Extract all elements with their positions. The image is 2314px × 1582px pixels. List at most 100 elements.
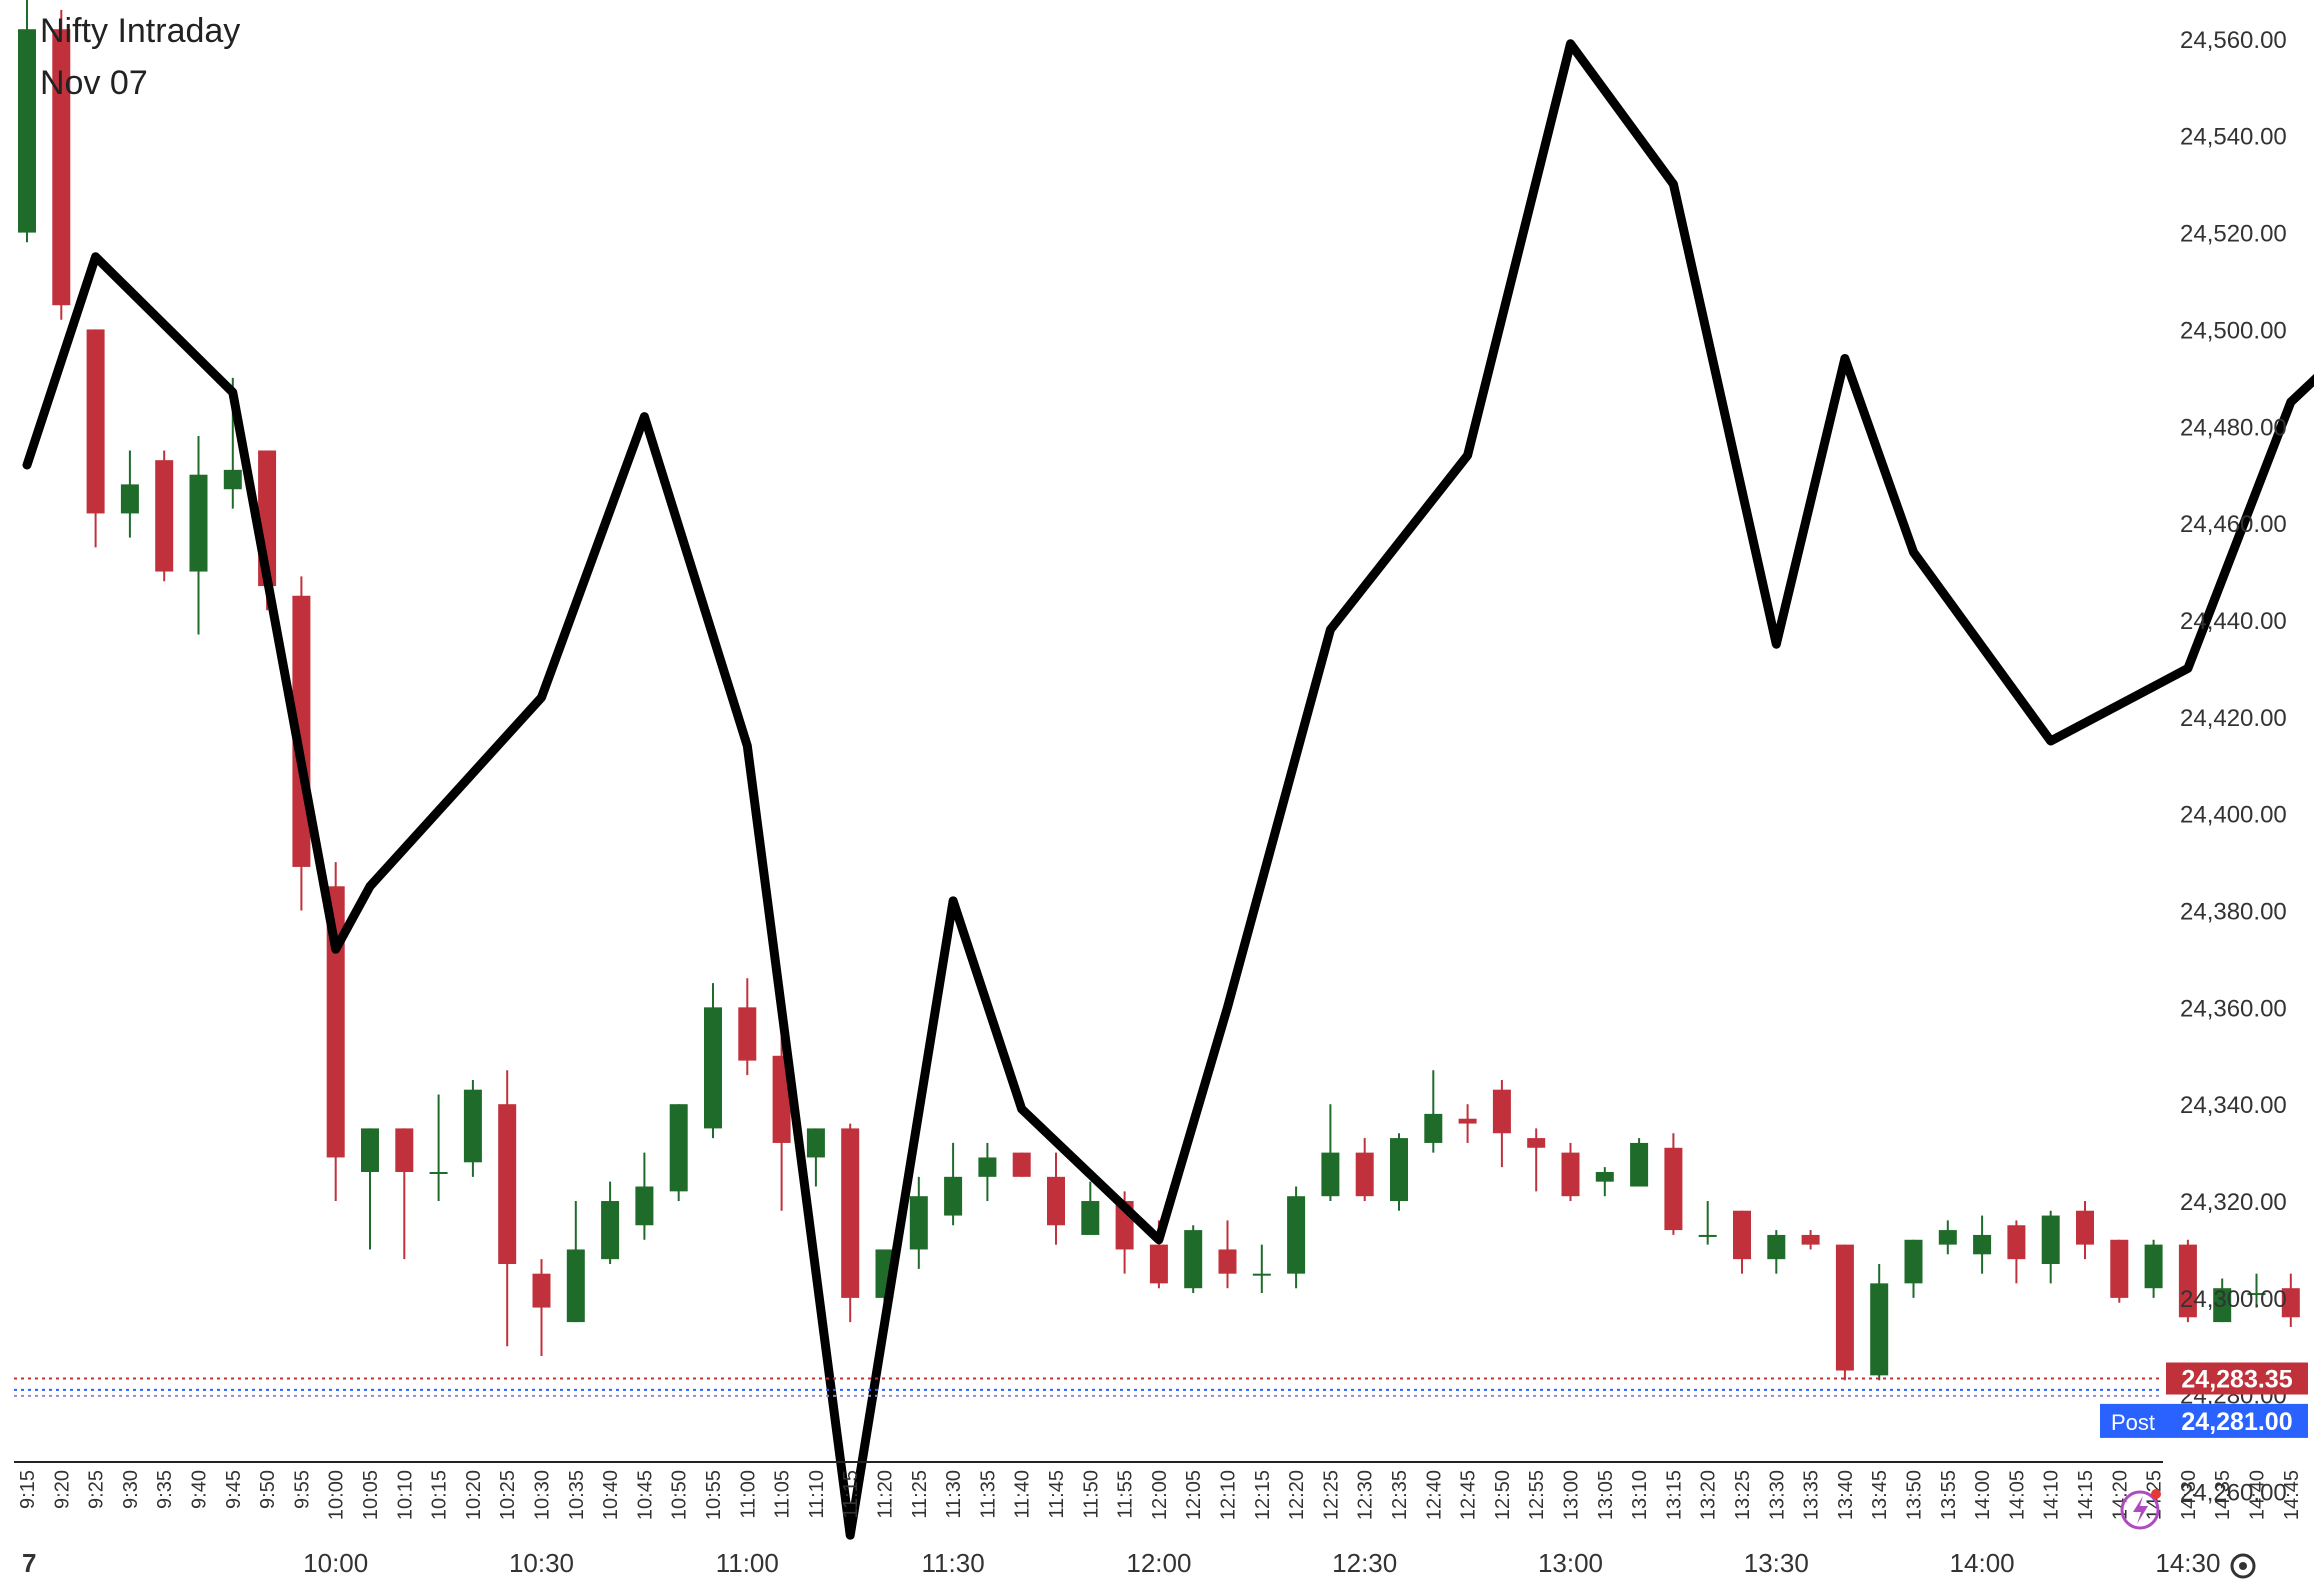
post-price-badge bbox=[2166, 1403, 2308, 1438]
candle-body bbox=[2110, 1239, 2129, 1298]
x-tick-label: 10:00 bbox=[326, 1470, 348, 1520]
overlay-line-point bbox=[1467, 454, 1469, 456]
y-tick-label: 24,340.00 bbox=[2180, 1092, 2287, 1119]
x-tick-label: 11:10 bbox=[806, 1470, 828, 1519]
x-axis[interactable]: 9:15 9:20 9:25 9:30 9:35 9:40 9:45 9:50 9:55 10:0… bbox=[14, 1461, 2314, 1578]
x-tick-label: 13:40 bbox=[1835, 1470, 1857, 1520]
x-tick-label: 11:45 bbox=[1046, 1470, 1068, 1519]
x-major-label: 10:00 bbox=[303, 1548, 368, 1578]
candle-body bbox=[1012, 1152, 1031, 1177]
overlay-line-layer bbox=[22, 39, 2314, 1540]
candle-body bbox=[2041, 1215, 2060, 1264]
x-major-label: 11:00 bbox=[716, 1548, 779, 1578]
candle-body bbox=[189, 474, 208, 572]
candle bbox=[1492, 1079, 1511, 1168]
candle-body bbox=[1938, 1230, 1957, 1245]
x-tick-label: 10:50 bbox=[669, 1470, 691, 1520]
candle-body bbox=[1904, 1239, 1923, 1284]
y-tick-label: 24,520.00 bbox=[2180, 221, 2287, 248]
x-tick-label: 14:40 bbox=[2247, 1470, 2269, 1520]
lightning-dot bbox=[2151, 1489, 2161, 1499]
x-tick-label: 9:45 bbox=[223, 1470, 245, 1509]
candle-body bbox=[52, 29, 71, 306]
overlay-line-point bbox=[1913, 551, 1914, 553]
overlay-line-point bbox=[26, 464, 28, 466]
x-tick-label: 11:25 bbox=[909, 1470, 931, 1519]
overlay-line-point bbox=[643, 416, 645, 418]
candle-body bbox=[1801, 1234, 1820, 1245]
candle bbox=[86, 329, 105, 548]
candle-body bbox=[463, 1089, 482, 1163]
candle bbox=[1938, 1220, 1957, 1255]
candles bbox=[18, 0, 2300, 1381]
x-tick-label: 14:35 bbox=[2212, 1470, 2234, 1520]
overlay-line-point bbox=[2187, 667, 2189, 669]
candle bbox=[2178, 1239, 2197, 1323]
overlay-line bbox=[22, 39, 2314, 1540]
x-tick-label: 14:20 bbox=[2109, 1470, 2131, 1520]
x-major-label: 12:00 bbox=[1126, 1548, 1191, 1578]
y-axis[interactable]: 24,260.0024,280.0024,300.0024,320.0024,3… bbox=[2180, 27, 2287, 1507]
candle-body bbox=[944, 1176, 963, 1216]
candle-body bbox=[223, 469, 242, 490]
candle bbox=[1595, 1167, 1614, 1197]
x-tick-label: 9:50 bbox=[257, 1470, 279, 1509]
candle-body bbox=[909, 1196, 928, 1250]
x-tick-label: 10:15 bbox=[429, 1470, 451, 1520]
y-tick-label: 24,540.00 bbox=[2180, 124, 2287, 151]
candle bbox=[909, 1176, 928, 1269]
candle-body bbox=[1561, 1152, 1580, 1197]
y-tick-label: 24,480.00 bbox=[2180, 414, 2287, 441]
x-tick-label: 11:40 bbox=[1012, 1470, 1034, 1519]
x-tick-label: 12:40 bbox=[1423, 1470, 1445, 1520]
candle bbox=[1218, 1220, 1237, 1289]
x-tick-label: 10:45 bbox=[634, 1470, 656, 1520]
x-tick-label: 13:20 bbox=[1698, 1470, 1720, 1520]
candle bbox=[2213, 1278, 2232, 1323]
candle bbox=[2281, 1273, 2300, 1327]
candle-body bbox=[1218, 1249, 1237, 1274]
candle bbox=[978, 1142, 997, 1202]
x-major-label: 10:30 bbox=[509, 1548, 574, 1578]
candle bbox=[532, 1259, 551, 1356]
y-tick-label: 24,460.00 bbox=[2180, 511, 2287, 538]
x-tick-label: 9:40 bbox=[189, 1470, 211, 1509]
x-tick-label: 14:05 bbox=[2006, 1470, 2028, 1520]
candle-body bbox=[429, 1171, 448, 1174]
x-tick-label: 9:35 bbox=[154, 1470, 176, 1509]
x-tick-label: 12:05 bbox=[1183, 1470, 1205, 1520]
candle bbox=[738, 978, 757, 1076]
candle-body bbox=[1870, 1283, 1889, 1376]
candle-body bbox=[1355, 1152, 1374, 1197]
x-tick-label: 11:30 bbox=[943, 1470, 965, 1519]
candle-body bbox=[18, 29, 36, 233]
candle bbox=[1047, 1152, 1065, 1245]
candle bbox=[1698, 1201, 1717, 1245]
candle bbox=[1012, 1152, 1031, 1177]
candle bbox=[463, 1079, 482, 1177]
lightning-icon[interactable] bbox=[2120, 1489, 2161, 1530]
candle-body bbox=[1047, 1176, 1065, 1226]
candle-body bbox=[86, 329, 105, 514]
candle bbox=[1870, 1263, 1889, 1381]
candle-body bbox=[669, 1104, 688, 1192]
candle bbox=[944, 1142, 963, 1226]
settings-gear-icon[interactable] bbox=[2230, 1553, 2256, 1579]
last-price-badge-label: 24,283.35 bbox=[2181, 1366, 2292, 1394]
overlay-line-point bbox=[1775, 643, 1777, 645]
candle-body bbox=[326, 886, 345, 1158]
x-tick-label: 13:25 bbox=[1732, 1470, 1754, 1520]
candle-body bbox=[498, 1104, 517, 1264]
overlay-line-point bbox=[369, 885, 371, 887]
candle bbox=[155, 450, 174, 582]
x-tick-label: 13:30 bbox=[1766, 1470, 1788, 1520]
candle-body bbox=[566, 1249, 585, 1323]
lightning-ring bbox=[2120, 1490, 2160, 1530]
x-tick-label: 9:25 bbox=[86, 1470, 108, 1509]
candle bbox=[806, 1128, 825, 1187]
y-tick-label: 24,360.00 bbox=[2180, 995, 2287, 1022]
candle bbox=[120, 450, 139, 538]
price-badges: 24,283.35 Post 24,281.00 bbox=[2100, 1362, 2308, 1579]
x-tick-label: 12:20 bbox=[1286, 1470, 1308, 1520]
